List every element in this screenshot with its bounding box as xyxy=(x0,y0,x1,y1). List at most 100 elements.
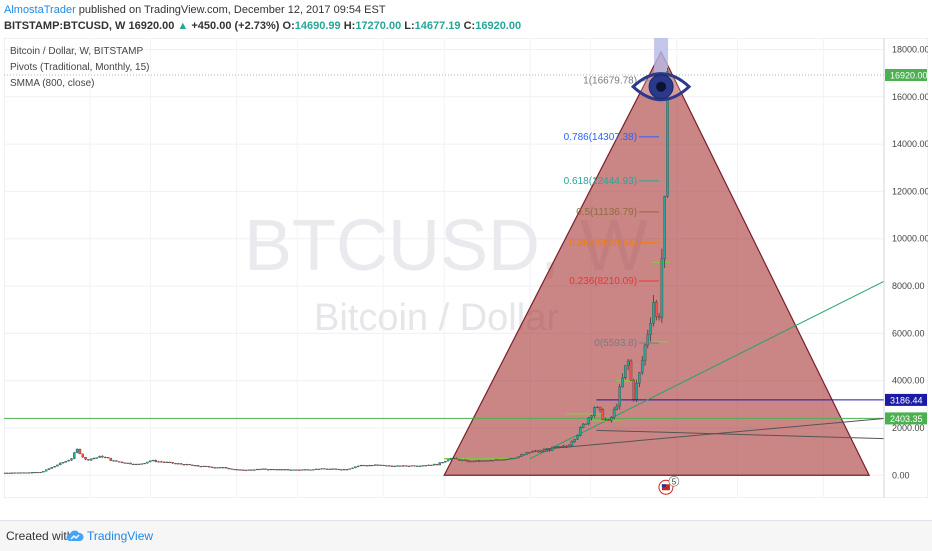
candle-body xyxy=(244,469,248,471)
candle-body xyxy=(635,382,638,400)
candle-body xyxy=(177,463,180,465)
candle-body xyxy=(205,465,208,468)
economic-event-marker[interactable]: 5 xyxy=(658,475,680,495)
header-bar: AlmostaTrader published on TradingView.c… xyxy=(0,0,932,36)
ohlc-close-value: 16920.00 xyxy=(475,20,522,32)
candle-body xyxy=(233,469,236,471)
last-price: 16920.00 xyxy=(128,20,175,32)
candle-body xyxy=(595,406,599,408)
candle-body xyxy=(171,461,174,464)
candle-body xyxy=(39,471,42,474)
event-count-badge xyxy=(668,475,680,487)
tradingview-cloud-icon xyxy=(66,530,84,541)
symbol-label: BITSTAMP:BTCUSD, W xyxy=(4,20,126,32)
candle-body xyxy=(621,377,624,388)
candle-body xyxy=(312,469,315,471)
candle-body xyxy=(196,465,200,467)
candle-body xyxy=(528,452,532,454)
candle-body xyxy=(168,461,172,464)
candle-body xyxy=(236,469,239,471)
candle-body xyxy=(587,417,591,425)
candle-body xyxy=(25,472,28,474)
candle-body xyxy=(185,464,188,466)
y-tick-label: 14000.00 xyxy=(892,139,928,149)
candle-body xyxy=(404,465,408,467)
candle-body xyxy=(106,457,110,459)
candle-body xyxy=(393,465,397,467)
candle-body xyxy=(8,472,11,474)
candle-body xyxy=(438,462,442,466)
candle-body xyxy=(489,460,492,462)
price-change: +450.00 (+2.73%) xyxy=(191,20,280,32)
eye-pupil xyxy=(656,81,667,92)
ohlc-open-label: O: xyxy=(282,20,295,32)
candle-body xyxy=(632,380,636,400)
y-tick-label: 0.00 xyxy=(892,470,910,480)
candle-body xyxy=(660,258,664,318)
candle-body xyxy=(314,468,318,470)
candle-body xyxy=(497,459,501,461)
candle-body xyxy=(449,458,453,460)
candle-body xyxy=(115,460,118,462)
candle-body xyxy=(36,471,39,474)
candle-body xyxy=(466,459,470,463)
candle-body xyxy=(601,409,605,420)
candle-body xyxy=(472,460,475,462)
legend-smma: SMMA (800, close) xyxy=(10,78,94,89)
candle-body xyxy=(368,465,371,467)
candle-body xyxy=(607,419,610,421)
all-seeing-eye-icon xyxy=(630,72,692,102)
y-tick-label: 4000.00 xyxy=(892,376,925,386)
candle-body xyxy=(306,469,309,471)
candle-body xyxy=(252,469,256,471)
candle-body xyxy=(5,472,9,474)
candle-body xyxy=(365,465,368,467)
candle-body xyxy=(354,466,357,469)
candle-body xyxy=(269,469,273,471)
fib-label-0.382: 0.382(9828.64) xyxy=(569,238,637,249)
candle-body xyxy=(309,469,312,471)
candle-body xyxy=(382,464,385,467)
candle-body xyxy=(525,452,529,455)
author-link[interactable]: AlmostaTrader xyxy=(4,4,76,16)
change-up-icon: ▲ xyxy=(177,20,189,32)
candle-body xyxy=(292,469,295,471)
ohlc-high-value: 17270.00 xyxy=(355,20,402,32)
candle-body xyxy=(219,467,222,469)
candle-body xyxy=(297,469,301,471)
y-tick-label: 2000.00 xyxy=(892,423,925,433)
footer: Created with TradingView xyxy=(0,520,932,551)
candle-body xyxy=(118,461,121,463)
candle-body xyxy=(47,468,51,470)
candle-body xyxy=(129,462,132,465)
candle-body xyxy=(286,469,290,471)
candle-body xyxy=(64,460,68,463)
candle-body xyxy=(33,471,37,474)
candle-body xyxy=(334,468,338,470)
candle-body xyxy=(390,465,394,467)
candle-body xyxy=(163,461,166,463)
candle-body xyxy=(323,468,326,470)
candle-body xyxy=(4,472,6,474)
candle-body xyxy=(573,439,576,442)
fib-label-1: 1(16679.78) xyxy=(583,76,637,87)
candle-body xyxy=(643,344,647,361)
candle-body xyxy=(112,460,115,462)
candle-body xyxy=(373,464,377,466)
chart-area[interactable]: BTCUSD, W Bitcoin / Dollar 1(16679.78)0.… xyxy=(4,38,928,498)
candle-body xyxy=(399,465,402,467)
candle-body xyxy=(84,457,87,460)
price-axis[interactable]: 0.00 2000.00 4000.00 6000.00 8000.00 10000.00… xyxy=(892,44,928,480)
candle-body xyxy=(539,450,543,453)
candle-body xyxy=(416,465,419,467)
tradingview-link[interactable]: TradingView xyxy=(87,529,154,543)
y-tick-label: 18000.00 xyxy=(892,44,928,54)
price-tag-label: 3186.44 xyxy=(890,395,923,405)
candle-body xyxy=(42,471,45,473)
candle-body xyxy=(666,71,669,197)
candle-body xyxy=(340,469,343,471)
candle-body xyxy=(556,446,560,448)
candle-body xyxy=(494,459,498,461)
candle-body xyxy=(534,450,537,452)
candle-body xyxy=(191,464,194,466)
